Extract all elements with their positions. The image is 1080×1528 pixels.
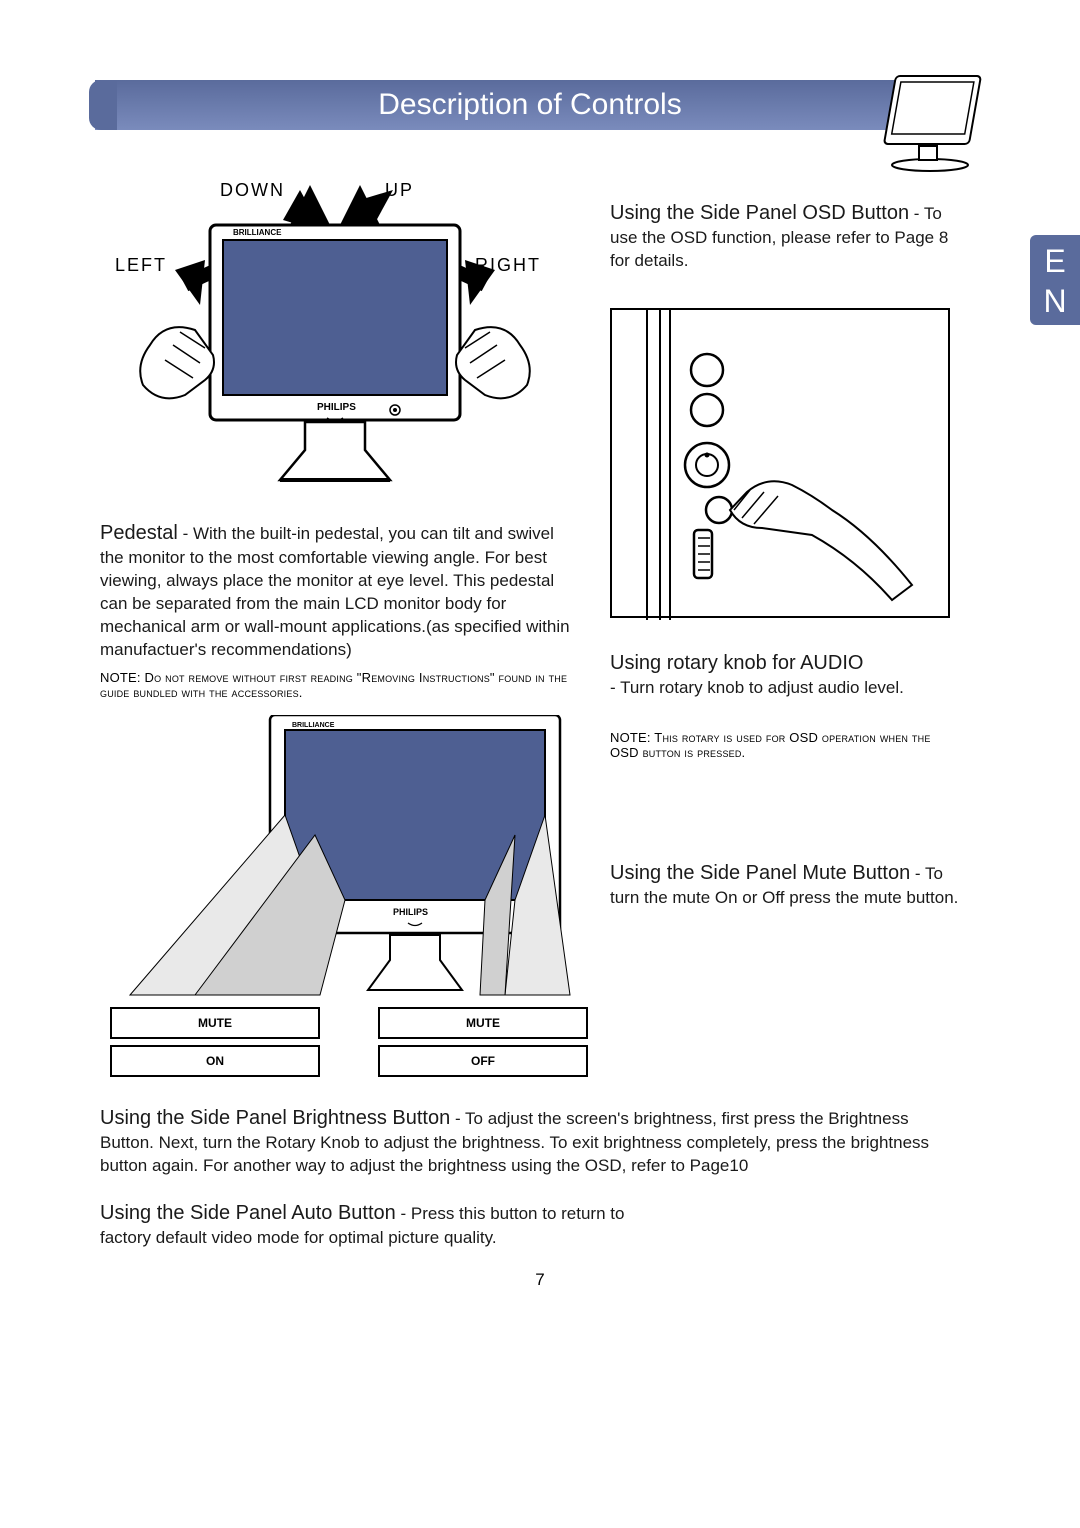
mute-label-left: MUTE bbox=[110, 1007, 320, 1039]
pedestal-figure: DOWN UP LEFT RIGHT BRILLIANCE PHILIPS bbox=[105, 170, 565, 505]
mute-paragraph: Using the Side Panel Mute Button - To tu… bbox=[610, 860, 960, 910]
svg-text:PHILIPS: PHILIPS bbox=[393, 907, 428, 917]
language-tab: E N bbox=[1030, 235, 1080, 325]
label-down: DOWN bbox=[220, 180, 285, 201]
on-label: ON bbox=[110, 1045, 320, 1077]
title-tab-accent bbox=[89, 80, 117, 130]
philips-logo: PHILIPS bbox=[317, 402, 356, 413]
side-panel-figure: MUTE bbox=[610, 308, 950, 618]
page-number: 7 bbox=[0, 1270, 1080, 1290]
svg-text:BRILLIANCE: BRILLIANCE bbox=[292, 722, 335, 729]
pedestal-head: Pedestal bbox=[100, 522, 178, 544]
brightness-paragraph: Using the Side Panel Brightness Button -… bbox=[100, 1105, 960, 1178]
auto-paragraph: Using the Side Panel Auto Button - Press… bbox=[100, 1200, 660, 1250]
label-right: RIGHT bbox=[475, 255, 541, 276]
audio-paragraph: Using rotary knob for AUDIO - Turn rotar… bbox=[610, 650, 960, 700]
mute-label-right: MUTE bbox=[378, 1007, 588, 1039]
osd-paragraph: Using the Side Panel OSD Button - To use… bbox=[610, 200, 950, 273]
label-up: UP bbox=[385, 180, 414, 201]
title-bar: Description of Controls bbox=[95, 80, 965, 130]
brilliance-logo: BRILLIANCE bbox=[233, 228, 282, 237]
brightness-head: Using the Side Panel Brightness Button bbox=[100, 1107, 450, 1129]
audio-body: - Turn rotary knob to adjust audio level… bbox=[610, 678, 904, 697]
auto-head: Using the Side Panel Auto Button bbox=[100, 1202, 396, 1224]
audio-note: NOTE: This rotary is used for OSD operat… bbox=[610, 730, 960, 760]
audio-head: Using rotary knob for AUDIO bbox=[610, 652, 863, 674]
mute-head: Using the Side Panel Mute Button bbox=[610, 862, 910, 884]
corner-monitor-illustration bbox=[875, 70, 985, 175]
pedestal-note: NOTE: Do not remove without first readin… bbox=[100, 670, 570, 700]
mute-figure: BRILLIANCE PHILIPS MUTE ON MUTE OFF bbox=[110, 715, 590, 1085]
off-label: OFF bbox=[378, 1045, 588, 1077]
language-tab-e: E bbox=[1030, 241, 1080, 281]
language-tab-n: N bbox=[1030, 281, 1080, 321]
page-title: Description of Controls bbox=[378, 88, 681, 122]
pedestal-paragraph: Pedestal - With the built-in pedestal, y… bbox=[100, 520, 570, 662]
osd-head: Using the Side Panel OSD Button bbox=[610, 202, 909, 224]
label-left: LEFT bbox=[115, 255, 167, 276]
pedestal-body: - With the built-in pedestal, you can ti… bbox=[100, 524, 570, 659]
